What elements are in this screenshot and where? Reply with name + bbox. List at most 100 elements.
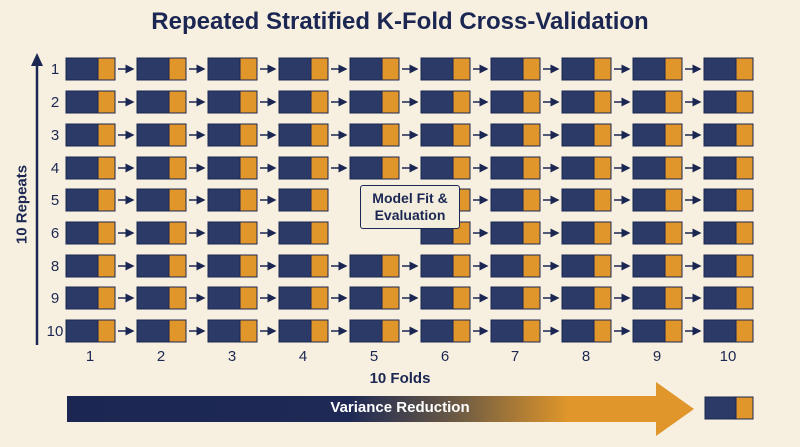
fold-block: [136, 90, 187, 114]
validation-segment: [735, 254, 754, 278]
validation-segment: [310, 188, 329, 212]
fold-block: [65, 254, 116, 278]
validation-segment: [664, 254, 683, 278]
fold-block: [278, 221, 329, 245]
variance-reduction-label: Variance Reduction: [330, 399, 470, 416]
row-label: 8: [50, 258, 60, 275]
validation-segment: [97, 156, 116, 180]
fold-block: [136, 57, 187, 81]
fold-block: [65, 156, 116, 180]
fold-block: [278, 319, 329, 343]
fold-block: [632, 90, 683, 114]
validation-segment: [664, 286, 683, 310]
validation-segment: [239, 319, 258, 343]
x-axis-title: 10 Folds: [369, 370, 431, 387]
validation-segment: [239, 188, 258, 212]
fold-block: [420, 90, 471, 114]
fold-block: [349, 57, 400, 81]
fold-block: [561, 188, 612, 212]
validation-segment: [168, 319, 187, 343]
validation-segment: [735, 57, 754, 81]
row-label: 9: [50, 290, 60, 307]
fold-block: [349, 286, 400, 310]
fold-block: [278, 57, 329, 81]
validation-segment: [664, 319, 683, 343]
fold-block: [136, 221, 187, 245]
validation-segment: [97, 57, 116, 81]
fold-block: [632, 57, 683, 81]
column-label: 6: [440, 348, 450, 365]
fold-block: [65, 90, 116, 114]
fold-block: [65, 57, 116, 81]
validation-segment: [593, 123, 612, 147]
validation-segment: [239, 123, 258, 147]
fold-block: [136, 254, 187, 278]
validation-segment: [522, 286, 541, 310]
fold-block: [632, 156, 683, 180]
validation-segment: [593, 57, 612, 81]
validation-segment: [310, 123, 329, 147]
fold-block: [349, 90, 400, 114]
validation-segment: [664, 57, 683, 81]
validation-segment: [381, 57, 400, 81]
fold-block: [207, 57, 258, 81]
fold-block: [278, 156, 329, 180]
row-label: 6: [50, 225, 60, 242]
fold-block: [703, 188, 754, 212]
validation-segment: [310, 221, 329, 245]
validation-segment: [452, 286, 471, 310]
validation-segment: [97, 221, 116, 245]
validation-segment: [381, 254, 400, 278]
column-label: 2: [156, 348, 166, 365]
validation-segment: [735, 319, 754, 343]
validation-segment: [593, 156, 612, 180]
fold-block: [561, 221, 612, 245]
fold-block: [136, 123, 187, 147]
fold-block: [561, 123, 612, 147]
row-label: 3: [50, 127, 60, 144]
fold-block: [561, 90, 612, 114]
validation-segment: [381, 156, 400, 180]
validation-segment: [239, 156, 258, 180]
row-label: 2: [50, 94, 60, 111]
fold-block: [65, 221, 116, 245]
validation-segment: [735, 221, 754, 245]
fold-block: [561, 254, 612, 278]
validation-segment: [593, 254, 612, 278]
fold-block: [561, 286, 612, 310]
fold-block: [632, 188, 683, 212]
validation-segment: [310, 254, 329, 278]
validation-segment: [452, 90, 471, 114]
fold-block: [136, 188, 187, 212]
validation-segment: [522, 254, 541, 278]
validation-segment: [310, 319, 329, 343]
fold-block: [490, 286, 541, 310]
fold-block: [65, 188, 116, 212]
validation-segment: [310, 156, 329, 180]
validation-segment: [168, 123, 187, 147]
validation-segment: [168, 57, 187, 81]
fold-block: [136, 156, 187, 180]
callout-line-1: Model Fit &: [372, 190, 448, 206]
fold-block: [420, 319, 471, 343]
fold-block: [278, 123, 329, 147]
fold-block: [278, 286, 329, 310]
validation-segment: [522, 156, 541, 180]
fold-block: [349, 123, 400, 147]
fold-block: [65, 286, 116, 310]
validation-segment: [97, 286, 116, 310]
validation-segment: [97, 123, 116, 147]
fold-block: [490, 188, 541, 212]
validation-segment: [168, 286, 187, 310]
fold-block: [490, 90, 541, 114]
column-label: 9: [652, 348, 662, 365]
page-title: Repeated Stratified K-Fold Cross-Validat…: [151, 8, 649, 35]
validation-segment: [239, 254, 258, 278]
row-label: 5: [50, 192, 60, 209]
fold-block: [703, 221, 754, 245]
fold-block: [490, 123, 541, 147]
fold-block: [278, 254, 329, 278]
validation-segment: [593, 319, 612, 343]
validation-segment: [168, 221, 187, 245]
fold-block: [632, 221, 683, 245]
